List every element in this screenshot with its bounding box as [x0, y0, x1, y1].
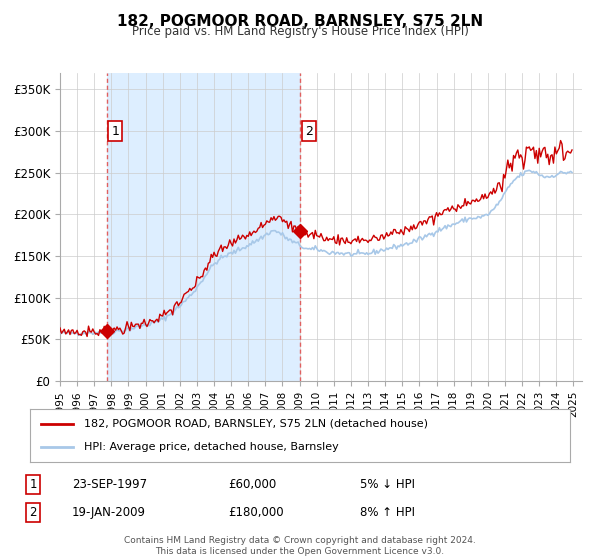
Text: 5% ↓ HPI: 5% ↓ HPI — [360, 478, 415, 491]
Bar — [107, 73, 301, 381]
Text: Contains HM Land Registry data © Crown copyright and database right 2024.
This d: Contains HM Land Registry data © Crown c… — [124, 536, 476, 556]
Text: 182, POGMOOR ROAD, BARNSLEY, S75 2LN (detached house): 182, POGMOOR ROAD, BARNSLEY, S75 2LN (de… — [84, 419, 428, 429]
Text: 8% ↑ HPI: 8% ↑ HPI — [360, 506, 415, 519]
Text: 19-JAN-2009: 19-JAN-2009 — [72, 506, 146, 519]
Text: 1: 1 — [112, 124, 119, 138]
Text: £60,000: £60,000 — [228, 478, 276, 491]
Text: 2: 2 — [29, 506, 37, 519]
Text: 1: 1 — [29, 478, 37, 491]
Text: £180,000: £180,000 — [228, 506, 284, 519]
Text: Price paid vs. HM Land Registry's House Price Index (HPI): Price paid vs. HM Land Registry's House … — [131, 25, 469, 38]
Text: 2: 2 — [305, 124, 313, 138]
Text: 182, POGMOOR ROAD, BARNSLEY, S75 2LN: 182, POGMOOR ROAD, BARNSLEY, S75 2LN — [117, 14, 483, 29]
Text: HPI: Average price, detached house, Barnsley: HPI: Average price, detached house, Barn… — [84, 442, 339, 452]
Text: 23-SEP-1997: 23-SEP-1997 — [72, 478, 147, 491]
